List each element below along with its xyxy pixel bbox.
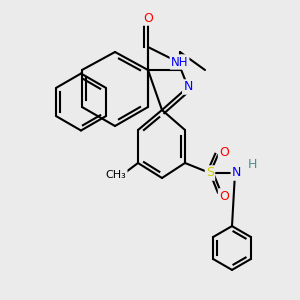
Text: O: O xyxy=(219,190,229,202)
Text: NH: NH xyxy=(171,56,188,68)
Text: S: S xyxy=(206,167,214,179)
Text: CH₃: CH₃ xyxy=(106,170,126,180)
Text: O: O xyxy=(143,11,153,25)
Text: N: N xyxy=(232,167,241,179)
Text: H: H xyxy=(247,158,257,172)
Text: N: N xyxy=(183,80,193,94)
Text: O: O xyxy=(219,146,229,158)
